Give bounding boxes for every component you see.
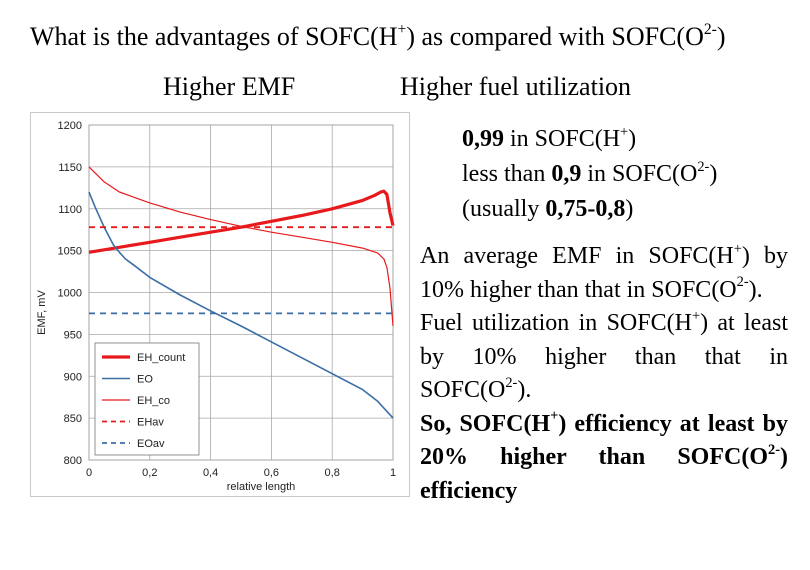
series-line-eh-count	[88, 189, 395, 254]
x-tick-label: 0,6	[264, 467, 279, 479]
y-tick-label: 800	[64, 455, 82, 467]
legend-label: EH_count	[137, 352, 185, 364]
y-tick-label: 1200	[58, 120, 82, 132]
y-tick-label: 1100	[58, 204, 82, 216]
utilization-line-1: 0,99 in SOFC(H+)	[462, 123, 637, 152]
y-tick-label: 850	[64, 413, 82, 425]
x-axis-label: relative length	[227, 481, 296, 493]
x-tick-label: 0,4	[203, 467, 218, 479]
legend-label: EHav	[137, 417, 164, 429]
heading-higher-fuel-utilization: Higher fuel utilization	[400, 72, 632, 101]
y-tick-label: 950	[64, 329, 82, 341]
utilization-line-2: less than 0,9 in SOFC(O2-)	[462, 158, 718, 187]
legend-label: EOav	[137, 438, 165, 450]
explanation-text: An average EMF in SOFC(H+) by 10% higher…	[420, 240, 788, 508]
y-axis-label: EMF, mV	[36, 290, 48, 335]
legend-label: EO	[137, 374, 153, 386]
y-tick-label: 900	[64, 371, 82, 383]
series-line-eh-co	[88, 166, 394, 327]
slide-title: What is the advantages of SOFC(H+) as co…	[30, 20, 726, 51]
utilization-line-3: (usually 0,75-0,8)	[462, 196, 634, 222]
legend-box	[94, 342, 200, 456]
utilization-block: 0,99 in SOFC(H+) less than 0,9 in SOFC(O…	[462, 122, 717, 227]
paragraph-emf: An average EMF in SOFC(H+) by 10% higher…	[420, 240, 788, 303]
y-tick-label: 1000	[58, 288, 82, 300]
y-tick-label: 1150	[58, 162, 82, 174]
y-tick-label: 1050	[58, 246, 82, 258]
legend-label: EH_co	[137, 395, 170, 407]
x-tick-label: 1	[390, 467, 396, 479]
x-tick-label: 0,8	[325, 467, 340, 479]
paragraph-efficiency-conclusion: So, SOFC(H+) efficiency at least by 20% …	[420, 408, 789, 504]
x-tick-label: 0	[86, 467, 92, 479]
emf-chart: 800 850 900 950 1000 1050 1100 1150 1200 0 0,2 0,4 0…	[30, 112, 410, 497]
x-tick-label: 0,2	[142, 467, 157, 479]
series-line-eo	[88, 191, 394, 419]
emf-chart-svg: 800 850 900 950 1000 1050 1100 1150 1200 0 0,2 0,4 0…	[36, 120, 396, 493]
paragraph-fuel-utilization: Fuel utilization in SOFC(H+) at least by…	[420, 307, 788, 403]
heading-higher-emf: Higher EMF	[163, 72, 296, 101]
